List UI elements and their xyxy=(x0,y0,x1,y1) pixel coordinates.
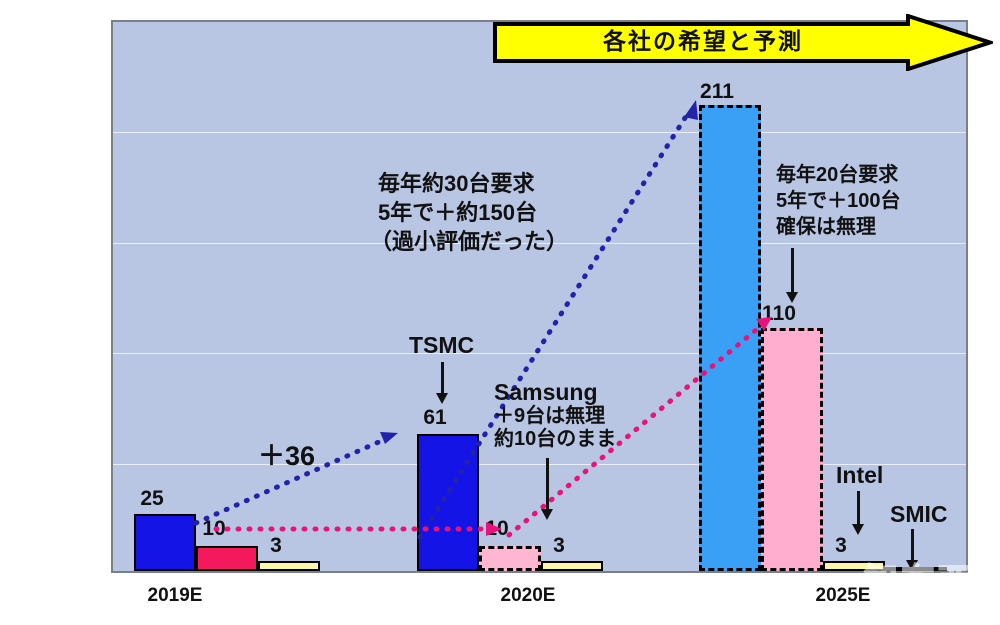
callout-samsung-note-l2: 約10台のまま xyxy=(494,428,617,450)
bar-2020-tsmc xyxy=(417,434,479,571)
gridline-100 xyxy=(113,353,966,354)
pointer-arrow-intel xyxy=(852,491,864,535)
bar-value-2025-tsmc: 211 xyxy=(700,80,734,103)
callout-tsmc-growth-l2: 5年で＋約150台 xyxy=(378,200,537,225)
x-tick-2025e: 2025E xyxy=(815,585,871,606)
bar-2019-samsung xyxy=(196,546,258,571)
callout-intel-label: Intel xyxy=(836,462,884,488)
pointer-arrow-smic xyxy=(906,529,918,571)
callout-smic-label: SMIC xyxy=(890,501,948,527)
bar-2020-intel xyxy=(541,561,603,571)
bar-value-2019-intel: 3 xyxy=(270,534,282,557)
watermark: 智东西 zhidx.com xyxy=(862,548,998,620)
banner-label: 各社の希望と予測 xyxy=(603,28,803,54)
forecast-banner: 各社の希望と予測 xyxy=(493,13,997,72)
watermark-characters: 智东西 xyxy=(863,562,975,602)
bar-2019-tsmc xyxy=(134,514,196,571)
callout-samsung-label: Samsung xyxy=(494,379,598,405)
bar-2020-samsung xyxy=(479,546,541,571)
bar-value-2019-tsmc: 25 xyxy=(140,487,164,510)
callout-tsmc-growth-l3: （過小評価だった） xyxy=(370,229,569,254)
callout-tsmc-label: TSMC xyxy=(409,332,475,358)
bar-value-2025-intel: 3 xyxy=(835,534,847,557)
callout-samsung2025-l2: 5年で＋100台 xyxy=(776,190,901,212)
pointer-arrow-tsmc xyxy=(436,362,448,404)
x-tick-2020e: 2020E xyxy=(500,585,556,606)
callout-samsung2025-l1: 毎年20台要求 xyxy=(776,164,899,186)
gridline-200 xyxy=(113,132,966,133)
pointer-arrow-samsung-2025 xyxy=(786,248,798,303)
bar-2019-intel xyxy=(258,561,320,571)
bar-value-2020-tsmc: 61 xyxy=(423,406,447,429)
pointer-arrow-samsung-2020 xyxy=(541,458,553,520)
bar-2025-intel xyxy=(823,561,885,571)
watermark-url: zhidx.com xyxy=(872,595,957,607)
banner-arrow-shape xyxy=(493,13,997,72)
callout-samsung-note-l1: ＋9台は無理 xyxy=(494,405,606,427)
callout-tsmc-growth-l1: 毎年約30台要求 xyxy=(378,171,535,196)
bar-2025-tsmc xyxy=(699,105,761,571)
bar-value-2025-samsung: 110 xyxy=(762,302,796,325)
bar-value-2020-intel: 3 xyxy=(553,534,565,557)
callout-samsung2025-l3: 確保は無理 xyxy=(776,216,876,238)
x-tick-2019e: 2019E xyxy=(147,585,203,606)
callout-plus-36: ＋36 xyxy=(258,441,316,471)
